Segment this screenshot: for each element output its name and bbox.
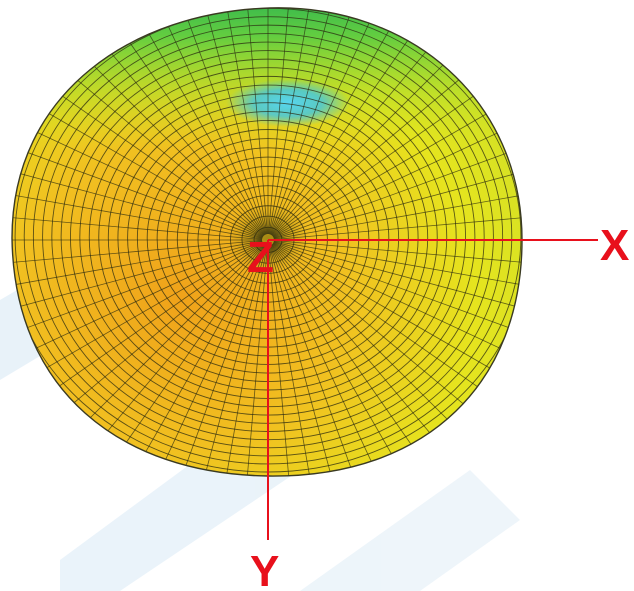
mesh-spoke <box>269 245 347 477</box>
mesh-spoke <box>268 7 321 235</box>
mesh-spoke <box>272 242 522 391</box>
y-axis-label: Y <box>250 547 279 591</box>
x-axis-label: X <box>600 221 629 270</box>
mesh-spoke <box>268 7 295 235</box>
mesh-spoke <box>12 240 263 293</box>
mesh-spoke <box>269 7 371 235</box>
mesh-spoke <box>271 243 481 453</box>
mesh-spoke <box>22 243 264 413</box>
mesh-spoke <box>12 242 264 391</box>
mesh-spoke <box>241 245 268 477</box>
mesh-spoke <box>37 243 264 434</box>
mesh-spoke <box>12 242 263 368</box>
mesh-spoke <box>273 240 522 267</box>
mesh-spoke <box>273 187 522 240</box>
mesh-spoke <box>12 161 263 239</box>
mesh-spoke <box>12 187 263 240</box>
mesh-spoke <box>12 137 263 239</box>
mesh-spoke <box>268 245 295 477</box>
z-axis-label: Z <box>247 233 274 282</box>
mesh-spoke <box>189 7 267 235</box>
mesh-spoke <box>273 241 522 343</box>
mesh-spoke <box>12 240 263 267</box>
mesh-spoke <box>273 137 522 239</box>
mesh-spoke <box>241 7 268 235</box>
mesh-spoke <box>269 7 347 235</box>
mesh-spoke <box>268 245 321 477</box>
mesh-spoke <box>215 7 268 235</box>
mesh-spoke <box>273 241 522 319</box>
mesh-spoke <box>272 243 499 434</box>
mesh-spoke <box>12 241 263 319</box>
mesh-spoke <box>215 245 268 477</box>
radiation-pattern-body <box>11 7 523 477</box>
mesh-spoke <box>12 213 263 240</box>
mesh-spoke <box>12 112 263 238</box>
mesh-spoke <box>189 245 267 477</box>
coordinate-axes: X Y Z <box>247 221 629 591</box>
mesh-spoke <box>165 7 267 235</box>
mesh-spoke <box>273 112 522 238</box>
mesh-spoke <box>273 161 522 239</box>
mesh-spoke <box>273 240 522 293</box>
mesh-spoke <box>272 243 514 413</box>
mesh-spoke <box>273 213 522 240</box>
mesh-spoke <box>12 89 264 238</box>
mesh-spoke <box>12 241 263 343</box>
mesh-spoke <box>273 242 522 368</box>
mesh-spoke <box>272 89 522 238</box>
